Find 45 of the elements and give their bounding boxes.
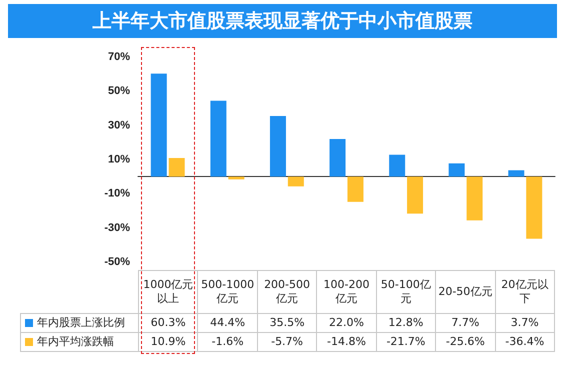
bar bbox=[330, 139, 346, 177]
bar bbox=[150, 74, 167, 177]
y-tick-label: -30% bbox=[104, 222, 130, 234]
data-label: -36.4% bbox=[495, 332, 554, 352]
y-tick-label: 30% bbox=[108, 119, 130, 132]
data-label: -21.7% bbox=[376, 332, 436, 352]
bar bbox=[228, 176, 244, 180]
bar bbox=[210, 100, 226, 177]
legend-label: 年内股票上涨比例 bbox=[20, 314, 138, 332]
x-tick-label: 1000亿元以上 bbox=[138, 270, 198, 314]
chart-title: 上半年大市值股票表现显著优于中小市值股票 bbox=[8, 4, 557, 38]
bar bbox=[347, 176, 364, 202]
y-tick-label: 70% bbox=[108, 51, 130, 63]
bar bbox=[270, 116, 286, 177]
legend-label: 年内平均涨跌幅 bbox=[20, 332, 138, 352]
bar bbox=[288, 176, 304, 186]
y-tick-label: -50% bbox=[104, 256, 130, 268]
y-tick-label: 10% bbox=[108, 154, 130, 166]
data-label: -14.8% bbox=[316, 332, 376, 352]
data-label: -25.6% bbox=[436, 332, 496, 352]
x-tick-label: 200-500亿元 bbox=[257, 270, 317, 314]
bar bbox=[168, 158, 185, 177]
data-label: 7.7% bbox=[436, 314, 496, 332]
data-label: 3.7% bbox=[495, 314, 554, 332]
y-tick-label: 50% bbox=[108, 85, 130, 98]
x-tick-label: 50-100亿元 bbox=[376, 270, 436, 314]
y-tick-label: -10% bbox=[104, 188, 130, 200]
data-label: -5.7% bbox=[257, 332, 317, 352]
data-label: 10.9% bbox=[138, 332, 198, 352]
bar bbox=[407, 176, 424, 214]
bar bbox=[466, 176, 483, 220]
x-tick-label: 20亿元以下 bbox=[495, 270, 554, 314]
data-label: -1.6% bbox=[198, 332, 258, 352]
data-label: 22.0% bbox=[316, 314, 376, 332]
data-label: 12.8% bbox=[376, 314, 436, 332]
x-tick-label: 500-1000亿元 bbox=[198, 270, 258, 314]
data-label: 60.3% bbox=[138, 314, 198, 332]
bar bbox=[526, 176, 542, 239]
x-tick-label: 20-50亿元 bbox=[436, 270, 496, 314]
bar bbox=[508, 170, 524, 177]
bar bbox=[448, 163, 465, 177]
data-label: 35.5% bbox=[257, 314, 317, 332]
bar bbox=[389, 154, 406, 177]
data-label: 44.4% bbox=[198, 314, 258, 332]
x-tick-label: 100-200亿元 bbox=[316, 270, 376, 314]
